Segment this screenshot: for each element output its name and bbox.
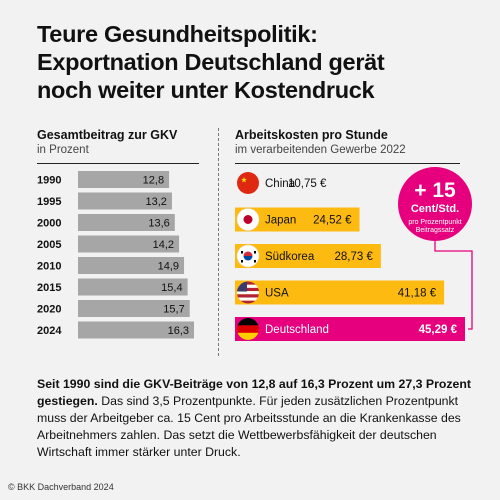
annotation-badge [398, 167, 472, 241]
gkv-bar [78, 321, 194, 339]
country-label: China [265, 178, 296, 190]
flag-usa-stripe [237, 284, 259, 288]
flag-usa-icon [237, 281, 259, 304]
flag-south-korea-trigram [254, 260, 256, 263]
right-chart-rule [235, 163, 460, 164]
flag-usa-stripe [237, 281, 259, 285]
flag-south-korea-trigram [241, 251, 243, 254]
flag-germany-stripes [237, 318, 259, 340]
gkv-value-label: 15,7 [163, 304, 184, 316]
flag-usa-stripe [237, 297, 259, 301]
year-label: 2005 [37, 239, 61, 251]
flag-south-korea-trigram [254, 251, 256, 254]
flag-usa-canton [237, 281, 247, 292]
page-title: Teure Gesundheitspolitik: Exportnation D… [37, 20, 477, 104]
labour-cost-bar [235, 280, 445, 305]
annotation-note: Beitragssatz [416, 227, 455, 234]
title-line: noch weiter unter Kostendruck [37, 77, 375, 103]
paragraph-bold: Seit 1990 sind die GKV-Beiträge von 12,8… [37, 377, 471, 408]
year-label: 1995 [37, 196, 61, 208]
flag-south-korea-trigram [241, 260, 243, 263]
title-line: Teure Gesundheitspolitik: [37, 21, 318, 47]
flag-usa-stripe [237, 291, 259, 295]
labour-cost-value-label: 10,75 € [288, 178, 327, 190]
labour-cost-bar [235, 317, 465, 341]
annotation-connector [434, 241, 473, 330]
labour-cost-value-label: 41,18 € [398, 288, 437, 300]
gkv-bar [78, 171, 170, 188]
right-chart-title: Arbeitskosten pro Stunde [235, 128, 388, 142]
gkv-bar [78, 278, 188, 296]
country-label: USA [265, 288, 289, 300]
country-label: Deutschland [265, 324, 329, 336]
gkv-value-label: 15,4 [161, 282, 182, 294]
year-label: 2015 [37, 282, 61, 294]
left-chart-rule [37, 163, 199, 164]
flag-china-icon [237, 172, 259, 194]
gkv-bar [78, 192, 172, 210]
flag-germany-stripe [237, 332, 259, 340]
gkv-bar [78, 257, 185, 274]
flag-usa-stripe [237, 300, 259, 304]
annotation-value: + 15 [414, 179, 456, 202]
year-label: 2000 [37, 218, 61, 230]
gkv-value-label: 14,9 [158, 261, 179, 273]
flag-usa-stripe [237, 294, 259, 298]
flag-south-korea-blue [243, 256, 253, 261]
flag-usa-stripes [237, 281, 259, 304]
left-chart-subtitle: in Prozent [37, 144, 89, 156]
country-label: Japan [265, 215, 296, 227]
gkv-bar [78, 235, 180, 253]
panel-divider [218, 128, 219, 356]
gkv-value-label: 16,3 [168, 325, 189, 337]
country-label: Südkorea [265, 251, 315, 263]
labour-cost-bar [235, 244, 381, 268]
year-label: 1990 [37, 175, 61, 187]
flag-germany-stripe [237, 325, 259, 333]
year-label: 2010 [37, 261, 61, 273]
year-label: 2024 [37, 325, 62, 337]
title-line: Exportnation Deutschland gerät [37, 49, 385, 75]
gkv-bar [78, 214, 175, 231]
year-label: 2020 [37, 304, 61, 316]
flag-usa-stripe [237, 287, 259, 292]
flag-japan-disc [243, 215, 253, 224]
flag-germany-stripe [237, 318, 259, 326]
description-paragraph: Seit 1990 sind die GKV-Beiträge von 12,8… [37, 376, 477, 461]
flag-china-star [241, 177, 247, 183]
copyright: © BKK Dachverband 2024 [8, 482, 114, 492]
gkv-value-label: 13,2 [146, 196, 167, 208]
labour-cost-value-label: 45,29 € [419, 324, 458, 336]
gkv-value-label: 14,2 [153, 239, 174, 251]
flag-south-korea-red [243, 251, 253, 256]
annotation-note: pro Prozentpunkt [408, 219, 461, 226]
flag-germany-icon [237, 318, 259, 340]
gkv-value-label: 12,8 [143, 175, 164, 187]
left-chart-title: Gesamtbeitrag zur GKV [37, 128, 178, 142]
right-chart-subtitle: im verarbeitenden Gewerbe 2022 [235, 144, 406, 156]
annotation-unit: Cent/Std. [411, 203, 459, 215]
labour-cost-value-label: 24,52 € [313, 215, 352, 227]
gkv-bar [78, 300, 190, 317]
labour-cost-value-label: 28,73 € [335, 251, 374, 263]
paragraph-text: Das sind 3,5 Prozentpunkte. Für jeden zu… [37, 394, 461, 459]
gkv-value-label: 13,6 [148, 218, 169, 230]
